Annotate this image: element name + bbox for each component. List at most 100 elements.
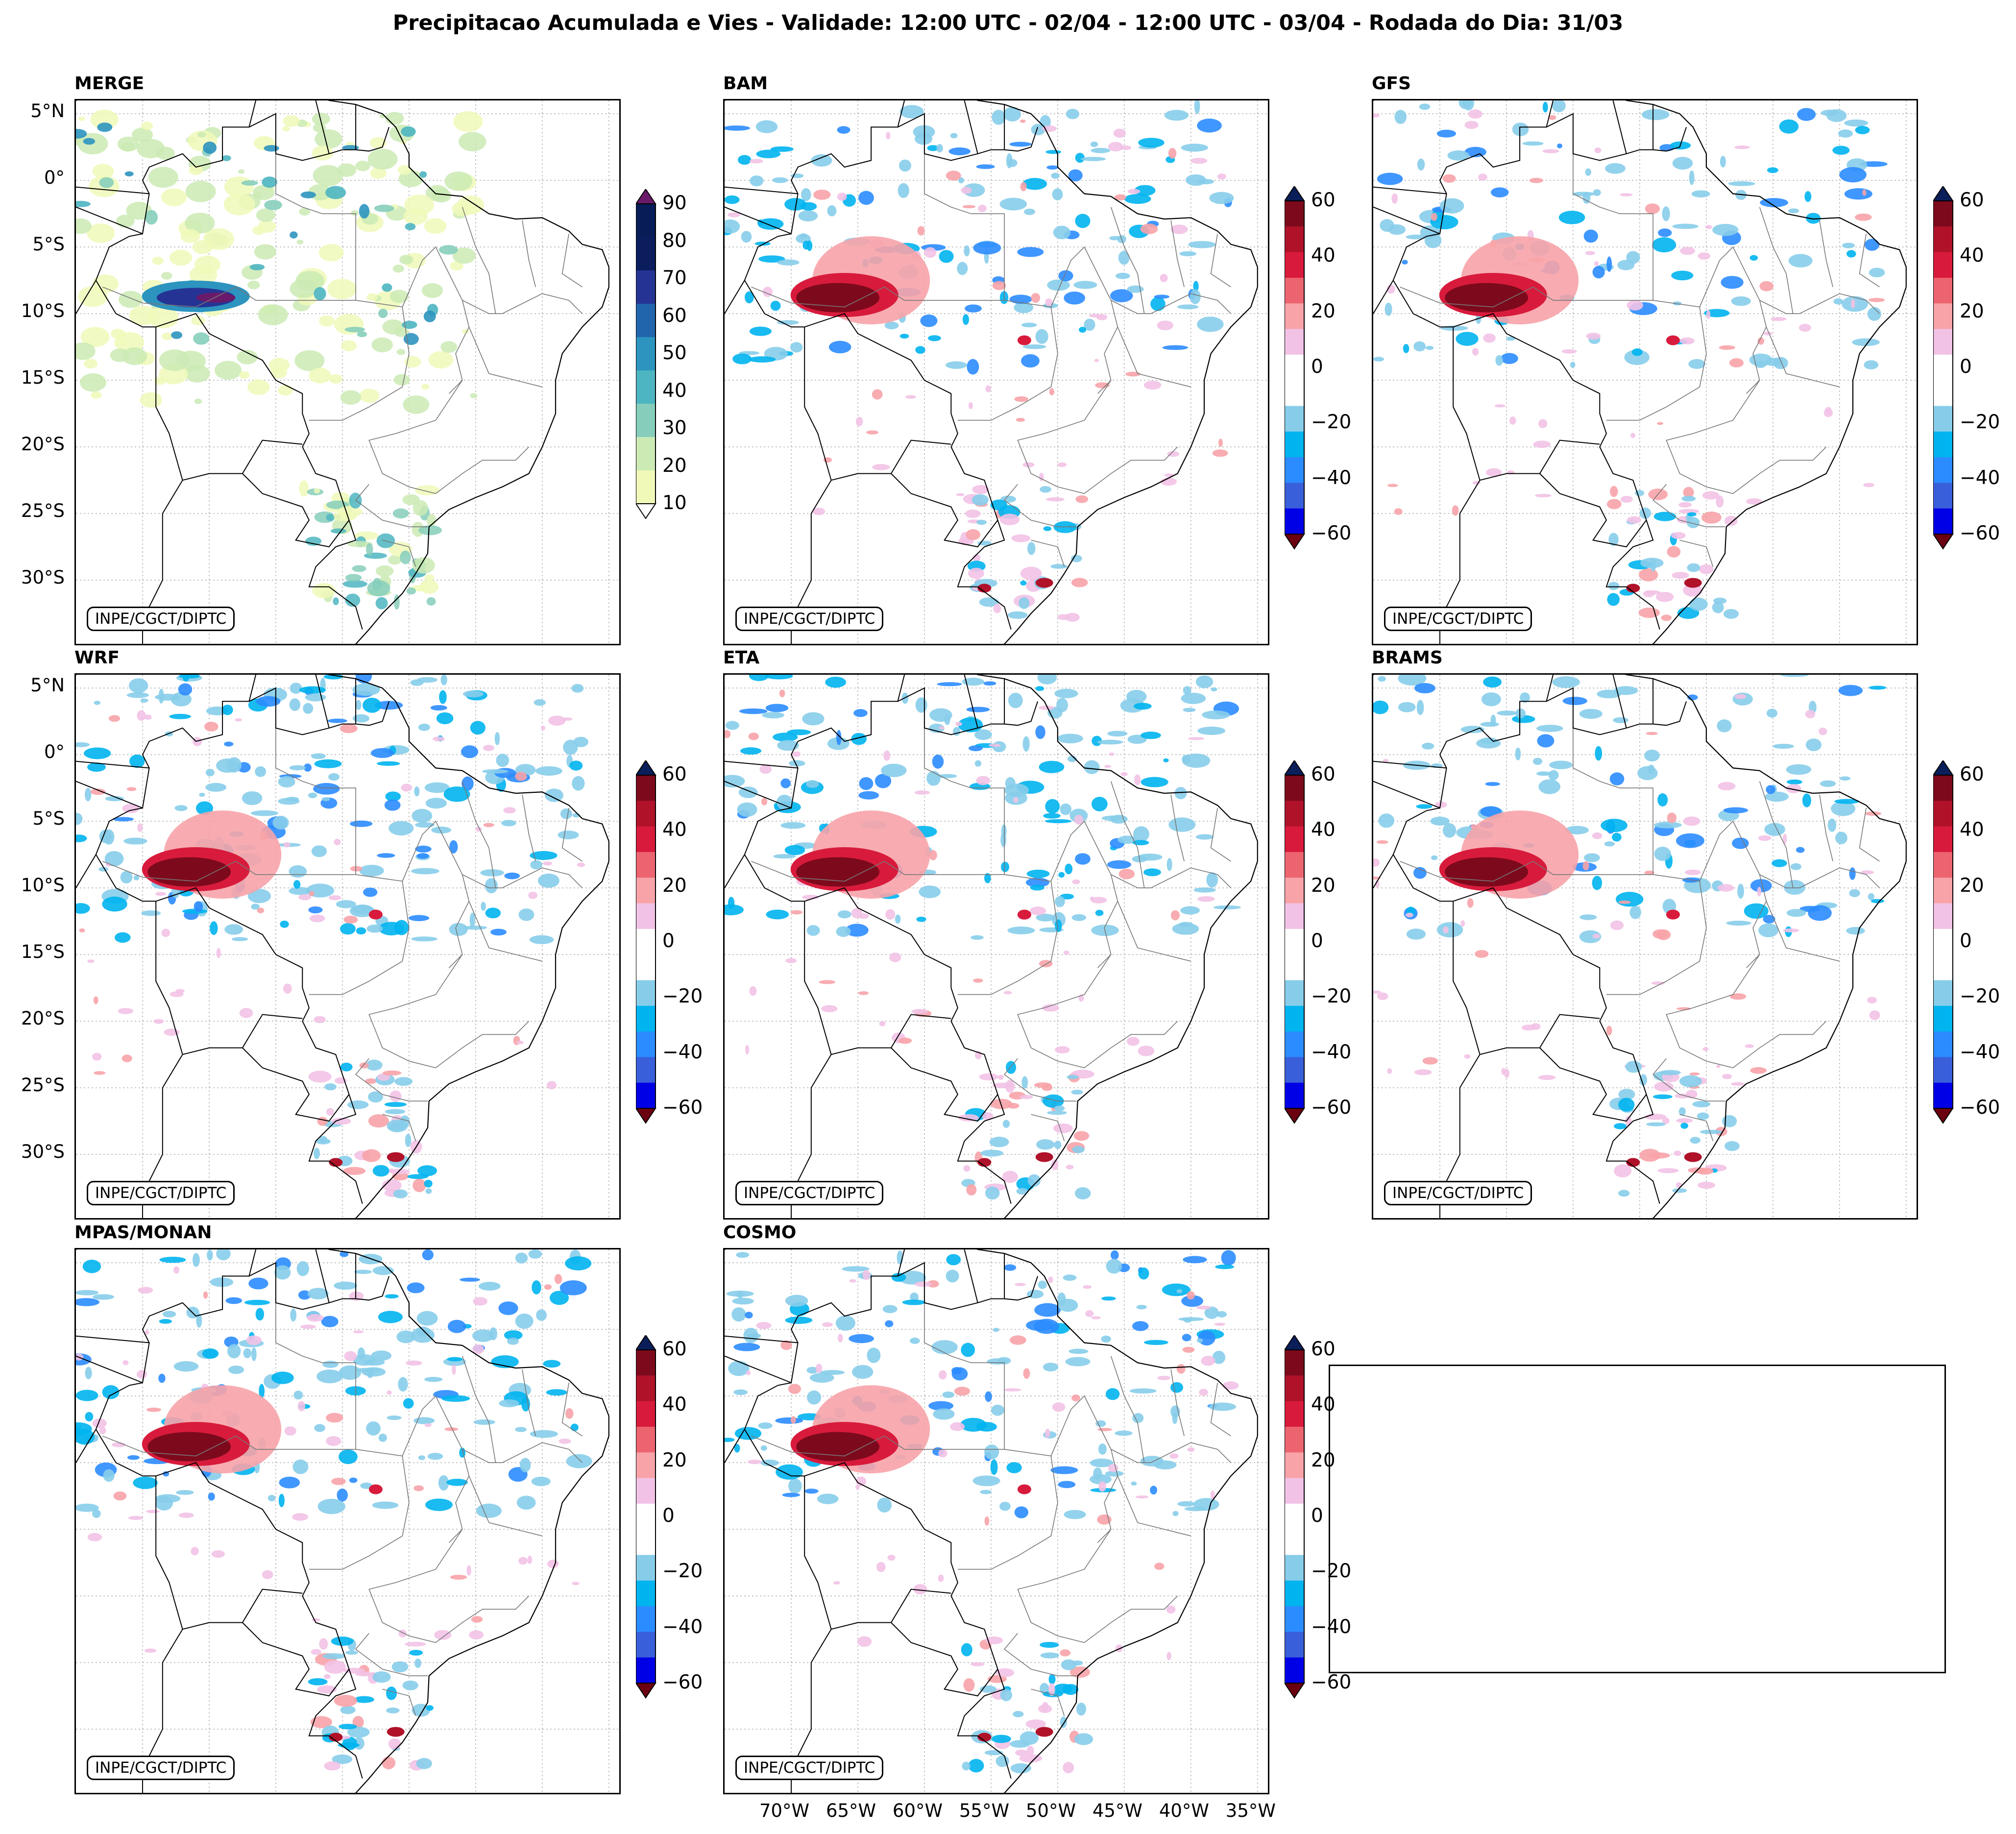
panel-wrf-colorbar-tick: 0 (662, 930, 675, 952)
credit-label: INPE/CGCT/DIPTC (735, 1756, 884, 1780)
panel-brams-colorbar-tick: 60 (1960, 763, 1984, 785)
figure-title: Precipitacao Acumulada e Vies - Validade… (392, 11, 1624, 35)
panel-wrf-title: WRF (74, 648, 120, 668)
panel-wrf-colorbar (635, 759, 662, 1127)
panel-merge-colorbar-tick: 70 (662, 267, 687, 289)
panel-brams-colorbar (1932, 759, 1960, 1127)
panel-cosmo-colorbar-tick: 0 (1311, 1505, 1323, 1527)
panel-bam-colorbar-tick: 20 (1311, 300, 1336, 322)
panel-bam-map: INPE/CGCT/DIPTC (723, 99, 1269, 645)
panel-cosmo-colorbar-tick: −20 (1311, 1560, 1352, 1583)
lon-tick-label: 50°W (1025, 1800, 1076, 1821)
lon-tick-label: 35°W (1225, 1800, 1276, 1821)
panel-brams-colorbar-tick: 40 (1960, 819, 1984, 841)
lat-tick-label: 5°S (32, 808, 65, 830)
panel-brams-colorbar-tick: −40 (1960, 1041, 2000, 1063)
lat-tick-label: 5°N (30, 675, 65, 696)
panel-merge-colorbar-tick: 20 (662, 454, 687, 477)
panel-bam-colorbar-tick: 40 (1311, 245, 1336, 267)
credit-label: INPE/CGCT/DIPTC (87, 607, 235, 631)
panel-mpas-monan-colorbar-tick: 0 (662, 1505, 675, 1527)
panel-brams-title: BRAMS (1372, 648, 1443, 668)
panel-mpas-monan-colorbar-tick: −60 (662, 1671, 703, 1693)
panel-eta-colorbar-tick: 40 (1311, 819, 1336, 841)
panel-mpas-monan-colorbar (635, 1334, 662, 1702)
credit-label: INPE/CGCT/DIPTC (87, 1756, 235, 1780)
panel-brams-map: INPE/CGCT/DIPTC (1372, 673, 1918, 1220)
panel-mpas-monan-colorbar-tick: 40 (662, 1394, 687, 1416)
credit-label: INPE/CGCT/DIPTC (735, 607, 884, 631)
credit-label: INPE/CGCT/DIPTC (87, 1181, 235, 1205)
panel-cosmo-colorbar-tick: 20 (1311, 1449, 1336, 1471)
panel-merge-colorbar-tick: 40 (662, 379, 687, 402)
panel-merge-colorbar-tick: 90 (662, 192, 687, 214)
lat-tick-label: 20°S (21, 1008, 65, 1029)
panel-mpas-monan-colorbar-tick: 60 (662, 1338, 687, 1360)
lon-tick-label: 40°W (1159, 1800, 1209, 1821)
panel-eta-colorbar-tick: 60 (1311, 763, 1336, 785)
panel-mpas-monan-colorbar-tick: −20 (662, 1560, 703, 1583)
credit-label: INPE/CGCT/DIPTC (735, 1181, 884, 1205)
credit-label: INPE/CGCT/DIPTC (1384, 1181, 1532, 1205)
panel-mpas-monan-colorbar-tick: −40 (662, 1615, 703, 1638)
panel-gfs-map: INPE/CGCT/DIPTC (1372, 99, 1918, 645)
panel-brams-colorbar-tick: 0 (1960, 930, 1972, 952)
panel-mpas-monan-map: INPE/CGCT/DIPTC (74, 1248, 621, 1794)
panel-bam-colorbar-tick: −60 (1311, 522, 1352, 544)
panel-mpas-monan-title: MPAS/MONAN (74, 1223, 212, 1243)
panel-gfs-colorbar-tick: 0 (1960, 356, 1972, 378)
panel-merge-colorbar-tick: 30 (662, 417, 687, 439)
lat-tick-label: 10°S (21, 875, 65, 896)
panel-cosmo-colorbar-tick: −60 (1311, 1671, 1352, 1693)
panel-merge-colorbar-tick: 80 (662, 229, 687, 252)
panel-mpas-monan-colorbar-tick: 20 (662, 1449, 687, 1471)
lat-tick-label: 10°S (21, 300, 65, 322)
panel-wrf-colorbar-tick: −20 (662, 985, 703, 1008)
lat-tick-label: 20°S (21, 434, 65, 455)
panel-gfs-colorbar (1932, 185, 1960, 553)
panel-wrf-map: INPE/CGCT/DIPTC (74, 673, 621, 1220)
lat-tick-label: 15°S (21, 941, 65, 963)
panel-gfs-title: GFS (1372, 73, 1411, 94)
panel-gfs-colorbar-tick: 60 (1960, 189, 1984, 211)
panel-merge-map: INPE/CGCT/DIPTC (74, 99, 621, 645)
credit-label: INPE/CGCT/DIPTC (1384, 607, 1532, 631)
panel-eta-colorbar-tick: −40 (1311, 1041, 1352, 1063)
lat-tick-label: 0° (44, 741, 65, 763)
lon-tick-label: 55°W (959, 1800, 1010, 1821)
lat-tick-label: 0° (44, 167, 65, 189)
lat-tick-label: 5°S (32, 234, 65, 255)
panel-wrf-colorbar-tick: 60 (662, 763, 687, 785)
panel-merge-colorbar-tick: 60 (662, 304, 687, 327)
panel-merge-title: MERGE (74, 73, 145, 94)
panel-bam-colorbar-tick: −20 (1311, 411, 1352, 434)
panel-merge-colorbar-tick: 10 (662, 492, 687, 514)
lat-tick-label: 25°S (21, 1075, 65, 1096)
panel-bam-colorbar (1284, 185, 1311, 553)
lon-tick-label: 60°W (892, 1800, 943, 1821)
lat-tick-label: 25°S (21, 500, 65, 522)
panel-bam-colorbar-tick: 0 (1311, 356, 1323, 378)
lat-tick-label: 30°S (21, 1141, 65, 1163)
lon-tick-label: 45°W (1092, 1800, 1143, 1821)
lat-tick-label: 30°S (21, 567, 65, 588)
panel-gfs-colorbar-tick: 40 (1960, 245, 1984, 267)
panel-merge-colorbar (635, 188, 662, 522)
panel-bam-title: BAM (723, 73, 768, 94)
panel-wrf-colorbar-tick: 20 (662, 874, 687, 897)
lat-tick-label: 5°N (30, 100, 65, 122)
panel-cosmo-map: INPE/CGCT/DIPTC (723, 1248, 1269, 1794)
lon-tick-label: 70°W (759, 1800, 810, 1821)
panel-cosmo-title: COSMO (723, 1223, 797, 1243)
panel-eta-colorbar (1284, 759, 1311, 1127)
panel-eta-map: INPE/CGCT/DIPTC (723, 673, 1269, 1220)
panel-eta-title: ETA (723, 648, 760, 668)
panel-eta-colorbar-tick: −20 (1311, 985, 1352, 1008)
panel-merge-colorbar-tick: 50 (662, 342, 687, 364)
panel-bam-colorbar-tick: 60 (1311, 189, 1336, 211)
panel-bam-colorbar-tick: −40 (1311, 466, 1352, 489)
panel-eta-colorbar-tick: 20 (1311, 874, 1336, 897)
lat-tick-label: 15°S (21, 367, 65, 389)
panel-wrf-colorbar-tick: 40 (662, 819, 687, 841)
panel-cosmo-colorbar (1284, 1334, 1311, 1702)
